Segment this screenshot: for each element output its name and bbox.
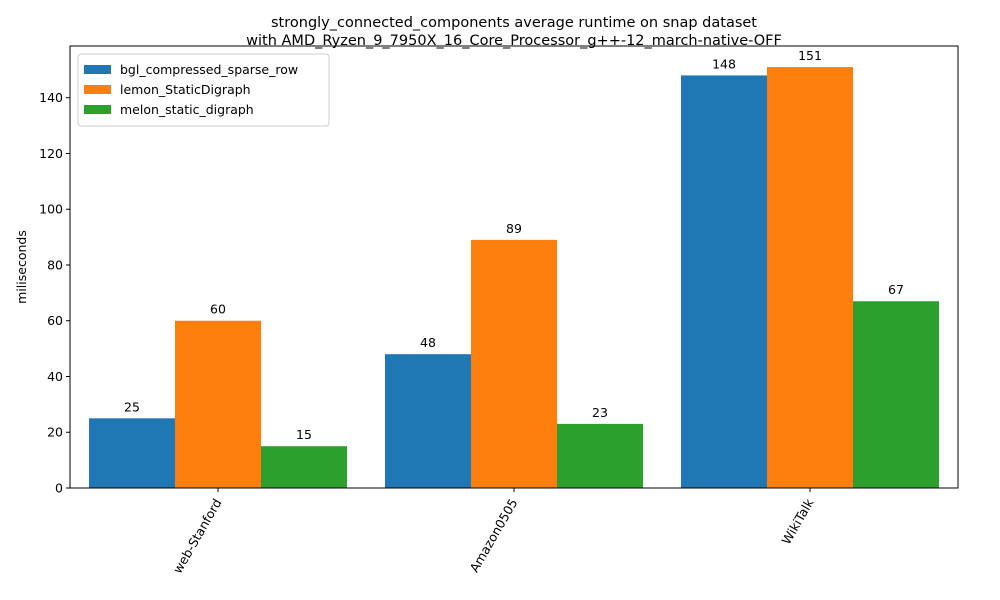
y-tick-label: 60 [47,313,63,328]
bar-bgl_compressed_sparse_row-web-Stanford [89,418,175,488]
y-tick-label: 100 [39,202,63,217]
legend-label-melon_static_digraph: melon_static_digraph [120,102,254,117]
bar-bgl_compressed_sparse_row-Amazon0505 [385,354,471,488]
y-tick-label: 120 [39,146,63,161]
x-tick-label-Amazon0505: Amazon0505 [466,496,520,575]
legend-box [77,53,330,127]
bar-melon_static_digraph-WikiTalk [853,301,939,488]
y-tick-label: 0 [55,481,63,496]
chart-title-line-1: strongly_connected_components average ru… [271,15,757,31]
y-tick-label: 80 [47,257,63,272]
x-tick-label-WikiTalk: WikiTalk [778,495,816,547]
data-labels: 25 60 15 48 89 23 148 151 67 [124,48,904,442]
y-axis-label: miliseconds [14,230,29,304]
bar-lemon_StaticDigraph-Amazon0505 [471,239,557,488]
legend: bgl_compressed_sparse_row lemon_StaticDig… [77,53,330,127]
bar-lemon_StaticDigraph-web-Stanford [175,320,261,488]
chart-title-line-2: with AMD_Ryzen_9_7950X_16_Core_Processor… [246,33,782,49]
bars [89,67,939,489]
bar-lemon_StaticDigraph-WikiTalk [767,67,853,489]
data-label-melon_static_digraph-web-Stanford: 15 [296,427,312,442]
data-label-bgl_compressed_sparse_row-Amazon0505: 48 [420,335,436,350]
data-label-melon_static_digraph-Amazon0505: 23 [592,405,608,420]
y-tick-label: 40 [47,369,63,384]
x-tick-label-web-Stanford: web-Stanford [170,496,225,576]
data-label-lemon_StaticDigraph-WikiTalk: 151 [798,48,822,63]
legend-swatch-bgl_compressed_sparse_row [84,65,111,74]
y-tick-label: 140 [39,90,63,105]
data-label-lemon_StaticDigraph-Amazon0505: 89 [506,221,522,236]
bar-melon_static_digraph-Amazon0505 [557,423,643,488]
bar-melon_static_digraph-web-Stanford [261,446,347,488]
chart-title: strongly_connected_components average ru… [246,15,782,49]
legend-swatch-lemon_StaticDigraph [84,85,111,94]
data-label-melon_static_digraph-WikiTalk: 67 [888,282,904,297]
data-label-bgl_compressed_sparse_row-WikiTalk: 148 [712,56,736,71]
legend-swatch-melon_static_digraph [84,105,111,114]
y-tick-label: 20 [47,425,63,440]
data-label-bgl_compressed_sparse_row-web-Stanford: 25 [124,399,140,414]
legend-label-bgl_compressed_sparse_row: bgl_compressed_sparse_row [120,62,298,77]
data-label-lemon_StaticDigraph-web-Stanford: 60 [210,302,226,317]
legend-label-lemon_StaticDigraph: lemon_StaticDigraph [120,82,251,97]
bar-bgl_compressed_sparse_row-WikiTalk [681,75,767,488]
